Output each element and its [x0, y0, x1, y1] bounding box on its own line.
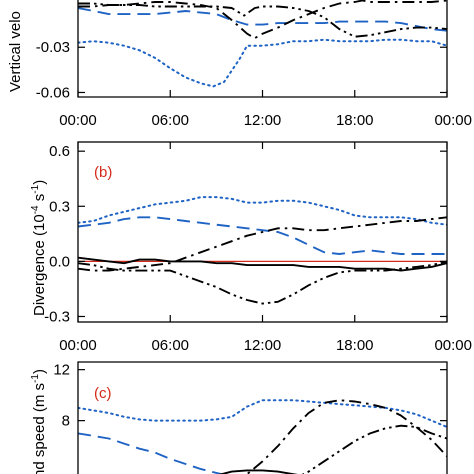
panel-c-series-dash-dot-line — [244, 399, 447, 474]
panel-b-y-axis-title-end: ) — [31, 180, 48, 185]
panel-c-series-dotted-line — [78, 399, 447, 428]
panel-b-x-tick-label: 00:00 — [434, 337, 472, 354]
panel-c-frame — [77, 361, 448, 474]
panel-b-x-tick-label: 18:00 — [336, 337, 374, 354]
panel-c-y-axis-title: nd speed (m s-1) — [30, 369, 48, 474]
panel-b-ticks: -0.3 0.0 0.3 0.6 — [44, 142, 448, 325]
panel-c-series-solid-line — [218, 469, 298, 474]
panel-b-series-group — [78, 196, 447, 305]
panel-c-y-tick-label: 12 — [53, 362, 70, 379]
panel-a-frame — [77, 0, 448, 98]
panel-a-x-tick-labels: 00:00 06:00 12:00 18:00 00:00 — [59, 112, 472, 129]
panel-a-series-dotted-line — [78, 38, 447, 88]
panel-a-series-group — [78, 0, 447, 88]
panel-a-x-tick-label: 18:00 — [336, 112, 374, 129]
panel-b-x-tick-label: 06:00 — [151, 337, 189, 354]
panel-a-y-axis-title: Vertical velo — [7, 11, 24, 92]
panel-a-x-tick-label: 06:00 — [151, 112, 189, 129]
panel-b-frame — [77, 141, 448, 323]
panel-a: -0.06 -0.03 Vertical velo 00:00 06:00 12:00… — [7, 0, 472, 129]
panel-b-series-dotted-line — [78, 196, 447, 226]
panel-b-series-dash-dot-dot-line — [78, 260, 447, 305]
panel-a-x-tick-label: 00:00 — [59, 112, 97, 129]
panel-c-y-axis-title-main: nd speed (m s — [31, 383, 48, 474]
panel-b-label: (b) — [94, 164, 112, 181]
panel-c-y-axis-title-end: ) — [31, 369, 48, 374]
panel-b-y-tick-label: -0.3 — [44, 308, 70, 325]
panel-c-series-group — [78, 399, 447, 474]
panel-b-series-dashed-line — [78, 216, 447, 255]
panel-b: -0.30.00.30.6 (b) Divergence (10-4 s-1) … — [30, 141, 472, 354]
panel-b-y-axis-title-main: Divergence (10 — [31, 214, 48, 316]
panel-c-y-tick-label: 8 — [62, 413, 70, 430]
panel-b-y-axis-title-unit-exponent: -1 — [30, 184, 41, 193]
panel-b-y-tick-label: 0.3 — [49, 198, 70, 215]
panel-a-x-tick-label: 00:00 — [434, 112, 472, 129]
panel-c-label: (c) — [94, 385, 112, 402]
panel-b-x-tick-labels: 00:00 06:00 12:00 18:00 00:00 — [59, 337, 472, 354]
panel-a-x-tick-label: 12:00 — [244, 112, 282, 129]
panel-b-y-tick-label: 0.0 — [49, 253, 70, 270]
panel-a-series-dash-dot-dot-line — [78, 2, 447, 38]
panel-c: 8 12 (c) nd speed (m s-1) — [30, 361, 448, 474]
panel-b-y-tick-label: 0.6 — [49, 143, 70, 160]
panel-b-x-tick-label: 00:00 — [59, 337, 97, 354]
panel-b-y-axis-title: Divergence (10-4 s-1) — [30, 180, 48, 316]
panel-a-y-tick-label: -0.03 — [36, 39, 70, 56]
panel-b-y-axis-title-unit: s — [31, 194, 48, 206]
panel-b-series-dash-dot-line — [78, 216, 447, 272]
panel-b-series-solid-line — [78, 256, 447, 272]
panel-a-ticks: -0.06 -0.03 — [36, 39, 448, 101]
panel-c-series-dashed-line — [78, 432, 225, 474]
panel-a-series-dash-dot-line — [78, 0, 447, 40]
panel-a-y-tick-label: -0.06 — [36, 84, 70, 101]
panel-c-series-dash-dot-dot-line — [301, 424, 447, 474]
panel-c-y-axis-title-exponent: -1 — [30, 374, 41, 383]
panel-a-series-dashed-line — [78, 7, 447, 32]
panel-c-ticks: 8 12 — [53, 362, 447, 430]
panel-b-x-tick-label: 12:00 — [244, 337, 282, 354]
panel-b-y-axis-title-exponent: -4 — [30, 205, 41, 214]
